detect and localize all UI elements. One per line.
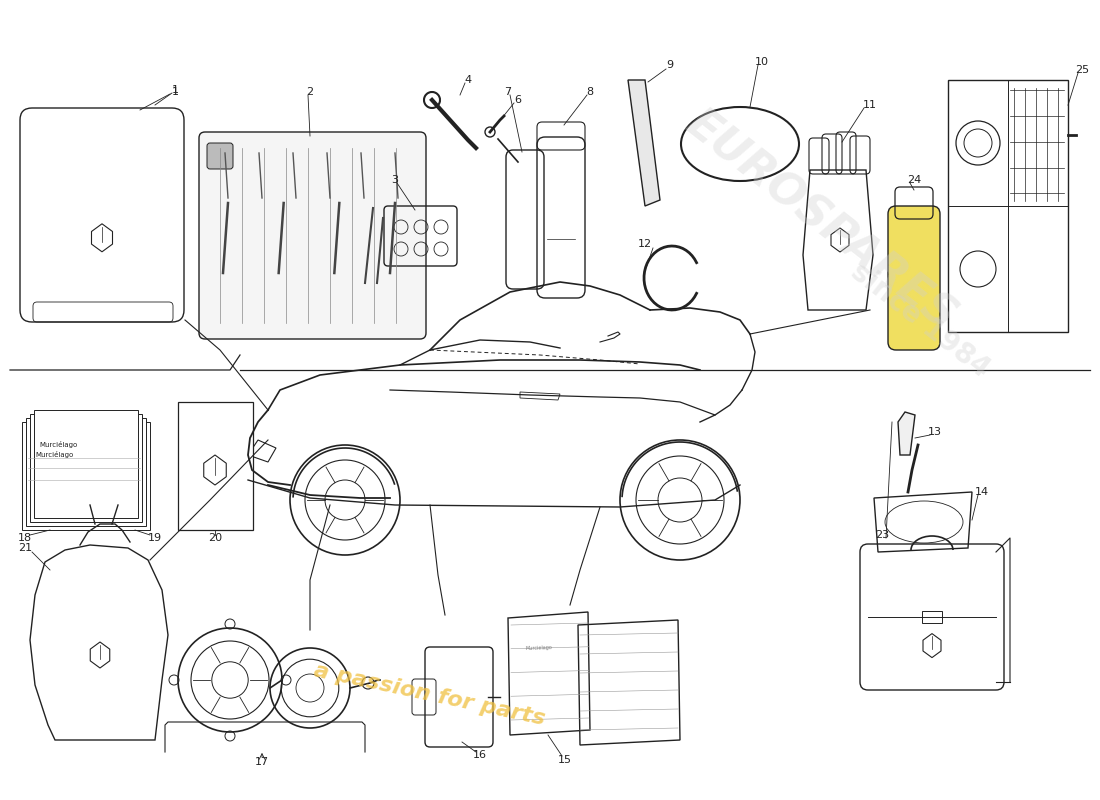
Text: 1: 1 — [172, 85, 178, 95]
Text: 1: 1 — [172, 87, 178, 97]
FancyBboxPatch shape — [207, 143, 233, 169]
Text: Murciélago: Murciélago — [39, 441, 77, 447]
Text: 20: 20 — [208, 533, 222, 543]
Text: 4: 4 — [464, 75, 472, 85]
Text: Murciélago: Murciélago — [36, 450, 74, 458]
Text: Murcielago: Murcielago — [525, 645, 552, 651]
Text: EUROSPARES: EUROSPARES — [676, 102, 964, 338]
Bar — [22, 422, 150, 530]
Text: 23: 23 — [874, 530, 889, 540]
Text: 2: 2 — [307, 87, 314, 97]
Bar — [948, 80, 1068, 332]
Text: 25: 25 — [1075, 65, 1089, 75]
Bar — [178, 402, 253, 530]
Text: 14: 14 — [975, 487, 989, 497]
Bar — [922, 611, 942, 623]
Text: 18: 18 — [18, 533, 32, 543]
Text: 17: 17 — [255, 757, 270, 767]
Text: 24: 24 — [906, 175, 921, 185]
Text: 13: 13 — [928, 427, 942, 437]
Text: 12: 12 — [638, 239, 652, 249]
Text: 15: 15 — [558, 755, 572, 765]
Text: 21: 21 — [18, 543, 32, 553]
Text: 3: 3 — [392, 175, 398, 185]
Text: 8: 8 — [586, 87, 594, 97]
Bar — [34, 410, 138, 518]
Bar — [26, 418, 146, 526]
Polygon shape — [898, 412, 915, 455]
Text: 11: 11 — [864, 100, 877, 110]
Text: 19: 19 — [147, 533, 162, 543]
Text: a passion for parts: a passion for parts — [312, 661, 548, 730]
Bar — [30, 414, 142, 522]
Text: 6: 6 — [515, 95, 521, 105]
Text: 9: 9 — [667, 60, 673, 70]
FancyBboxPatch shape — [888, 206, 940, 350]
Text: since 1984: since 1984 — [845, 258, 994, 382]
Polygon shape — [628, 80, 660, 206]
Text: 10: 10 — [755, 57, 769, 67]
FancyBboxPatch shape — [199, 132, 426, 339]
Text: 16: 16 — [473, 750, 487, 760]
Text: 7: 7 — [505, 87, 512, 97]
